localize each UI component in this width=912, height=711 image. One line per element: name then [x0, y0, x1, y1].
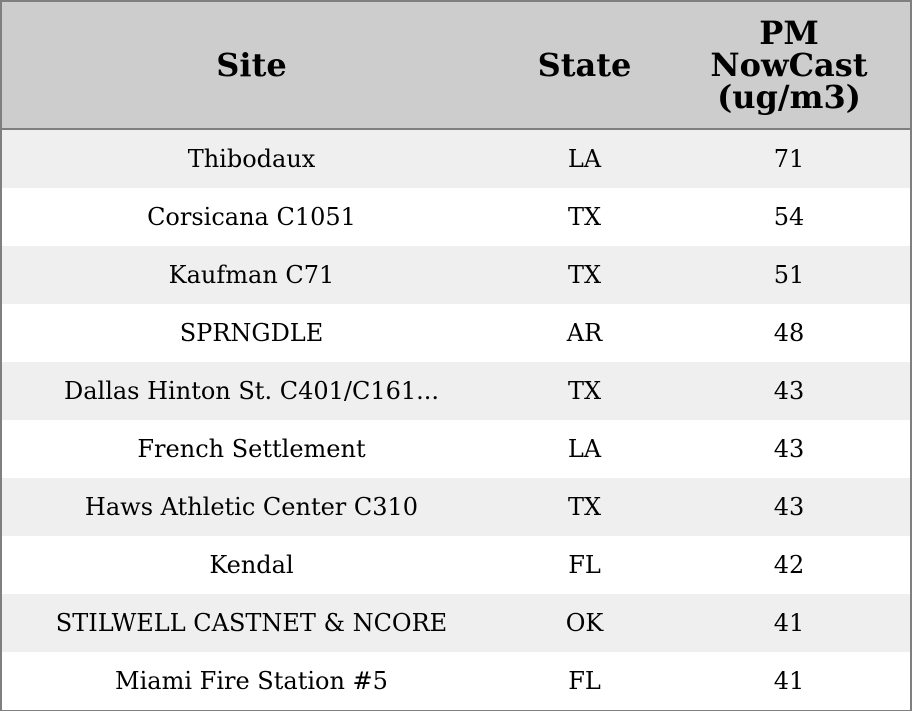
site-cell: Dallas Hinton St. C401/C161... — [2, 362, 501, 420]
site-cell: Thibodaux — [2, 129, 501, 188]
site-cell: Haws Athletic Center C310 — [2, 478, 501, 536]
header-pm-line-3: (ug/m3) — [717, 78, 861, 116]
state-cell: LA — [501, 420, 668, 478]
table-row: Kaufman C71 TX 51 — [2, 246, 910, 304]
site-cell: Corsicana C1051 — [2, 188, 501, 246]
header-pm-line-1: PM — [759, 14, 819, 52]
table-row: Thibodaux LA 71 — [2, 129, 910, 188]
header-pm-line-2: NowCast — [710, 46, 868, 84]
table-row: SPRNGDLE AR 48 — [2, 304, 910, 362]
site-cell: French Settlement — [2, 420, 501, 478]
pm-value-cell: 43 — [668, 478, 910, 536]
table-body: Thibodaux LA 71 Corsicana C1051 TX 54 Kaufman … — [2, 129, 910, 710]
table-row: STILWELL CASTNET & NCORE OK 41 — [2, 594, 910, 652]
table-row: French Settlement LA 43 — [2, 420, 910, 478]
pm-value-cell: 48 — [668, 304, 910, 362]
header-pm-nowcast: PM NowCast (ug/m3) — [668, 2, 910, 130]
state-cell: TX — [501, 188, 668, 246]
header-state: State — [501, 2, 668, 130]
pm-value-cell: 71 — [668, 129, 910, 188]
state-cell: TX — [501, 246, 668, 304]
pm-value-cell: 51 — [668, 246, 910, 304]
pm-value-cell: 43 — [668, 420, 910, 478]
header-row: Site State PM NowCast (ug/m3) — [2, 2, 910, 130]
pm-value-cell: 43 — [668, 362, 910, 420]
site-cell: SPRNGDLE — [2, 304, 501, 362]
header-site: Site — [2, 2, 501, 130]
state-cell: TX — [501, 362, 668, 420]
table-header: Site State PM NowCast (ug/m3) — [2, 2, 910, 130]
state-cell: LA — [501, 129, 668, 188]
state-cell: OK — [501, 594, 668, 652]
pm-value-cell: 42 — [668, 536, 910, 594]
table-row: Dallas Hinton St. C401/C161... TX 43 — [2, 362, 910, 420]
state-cell: FL — [501, 536, 668, 594]
pm-value-cell: 41 — [668, 652, 910, 710]
pm-value-cell: 41 — [668, 594, 910, 652]
state-cell: TX — [501, 478, 668, 536]
site-cell: Kendal — [2, 536, 501, 594]
table-row: Kendal FL 42 — [2, 536, 910, 594]
pm-value-cell: 54 — [668, 188, 910, 246]
table-row: Miami Fire Station #5 FL 41 — [2, 652, 910, 710]
table-row: Haws Athletic Center C310 TX 43 — [2, 478, 910, 536]
state-cell: FL — [501, 652, 668, 710]
site-cell: Miami Fire Station #5 — [2, 652, 501, 710]
site-cell: STILWELL CASTNET & NCORE — [2, 594, 501, 652]
site-cell: Kaufman C71 — [2, 246, 501, 304]
state-cell: AR — [501, 304, 668, 362]
table-row: Corsicana C1051 TX 54 — [2, 188, 910, 246]
